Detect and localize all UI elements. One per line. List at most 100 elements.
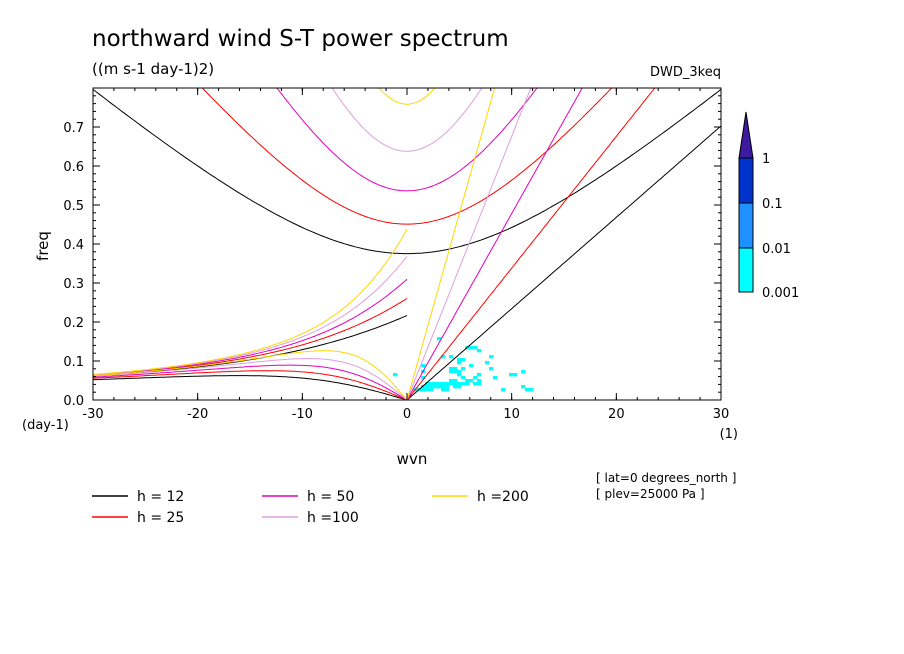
y-tick-label: 0.3: [63, 277, 84, 292]
spectrum-cell: [529, 388, 534, 392]
spectrum-cell: [425, 385, 430, 389]
spectrum-cell: [429, 385, 434, 389]
y-tick-label: 0.6: [63, 160, 84, 175]
y-tick-label: 0.5: [63, 199, 84, 214]
spectrum-cell: [449, 355, 454, 359]
colorbar-band: [738, 202, 754, 249]
spectrum-cell: [521, 370, 526, 374]
dispersion-curve-100: [406, 88, 532, 400]
y-axis-label: freq: [34, 231, 52, 261]
spectrum-cell: [477, 379, 482, 383]
spectrum-cell: [465, 379, 470, 383]
axes: -30 -20 -10 0 10 20 30 0.0 0.1 0.2 0.3 0.4 0.5 0.6 0.7: [63, 88, 729, 422]
x-tick-label: -30: [82, 407, 103, 422]
x-tick-label: 10: [503, 407, 520, 422]
dispersion-curve-200: [93, 350, 408, 400]
spectrum-cell: [521, 385, 526, 389]
dispersion-curve-200: [93, 228, 408, 375]
spectrum-cell: [477, 349, 482, 353]
legend-label: h = 12: [137, 489, 184, 505]
colorbar-band: [738, 157, 754, 204]
spectrum-cell: [461, 367, 466, 371]
spectrum-cell: [509, 373, 514, 377]
spectrum-cell: [393, 373, 398, 377]
spectrum-cell: [453, 379, 458, 383]
colorbar-label: 0.001: [762, 286, 799, 301]
spectrum-cell: [457, 358, 462, 362]
spectrum-cell: [453, 367, 458, 371]
spectrum-cell: [441, 388, 446, 392]
y-tick-label: 0.2: [63, 316, 84, 331]
dispersion-curve-25: [201, 88, 613, 225]
dispersion-curve-100: [331, 88, 483, 152]
spectrum-cell: [433, 382, 438, 386]
spectrum-cell: [449, 382, 454, 386]
spectrum-cell: [493, 376, 498, 380]
dispersion-curve-200: [378, 88, 436, 105]
spectrum-cell: [513, 373, 518, 377]
legend: h = 12 h = 25 h = 50 h =100 h =200: [92, 489, 529, 526]
dispersion-curve-25: [93, 298, 408, 376]
spectrum-cell: [421, 364, 426, 368]
spectrum-cell: [461, 376, 466, 380]
spectrum-cell: [453, 382, 458, 386]
dispersion-curve-25: [406, 88, 656, 400]
dispersion-curve-12: [93, 89, 721, 255]
spectrum-cell: [457, 361, 462, 365]
lat-annotation: [ lat=0 degrees_north ]: [596, 471, 736, 485]
spectrum-cell: [477, 382, 482, 386]
spectrum-cell: [485, 361, 490, 365]
spectrum-cell: [429, 382, 434, 386]
spectrum-cell: [449, 370, 454, 374]
x-axis-label: wvn: [397, 450, 428, 468]
legend-label: h =100: [307, 510, 359, 526]
spectrum-cell: [425, 382, 430, 386]
spectrum-cell: [473, 376, 478, 380]
spectrum-cell: [473, 382, 478, 386]
spectrum-cell: [461, 382, 466, 386]
spectrum-cell: [429, 388, 434, 392]
spectrum-cell: [501, 388, 506, 392]
chart-subtitle: ((m s-1 day-1)2): [92, 60, 214, 78]
colorbar: 0.001 0.01 0.1 1: [738, 111, 799, 301]
colorbar-label: 1: [762, 152, 770, 167]
spectrum-cell: [525, 388, 530, 392]
spectrum-cell: [449, 379, 454, 383]
spectrum-cell: [465, 382, 470, 386]
legend-label: h = 50: [307, 489, 354, 505]
spectrum-cell: [421, 376, 426, 380]
dispersion-curve-50: [93, 364, 408, 400]
x-tick-label: 20: [608, 407, 625, 422]
spectrum-cell: [457, 370, 462, 374]
spectrum-cell: [425, 388, 430, 392]
spectrum-cell: [437, 337, 442, 341]
chart-title: northward wind S-T power spectrum: [92, 26, 509, 52]
spectrum-cell: [441, 385, 446, 389]
spectrum-cell: [489, 355, 494, 359]
spectrum-cell: [453, 370, 458, 374]
dataset-label: DWD_3keq: [650, 65, 721, 80]
spectrum-cell: [441, 382, 446, 386]
spectrum-cell: [437, 385, 442, 389]
spectrum-cell: [421, 385, 426, 389]
spectrum-cell: [445, 382, 450, 386]
spectrum-cell: [445, 388, 450, 392]
x-tick-label: 30: [713, 407, 730, 422]
x-tick-label: 0: [403, 407, 411, 422]
dispersion-curve-50: [276, 88, 538, 192]
colorbar-triangle: [738, 111, 754, 159]
colorbar-label: 0.1: [762, 197, 783, 212]
spectrum-cell: [441, 355, 446, 359]
spectrum-cell: [473, 346, 478, 350]
plot-frame: [92, 87, 722, 401]
spectrum-cell: [469, 364, 474, 368]
dispersion-curves: [93, 88, 721, 400]
y-tick-label: 0.0: [63, 394, 84, 409]
spectrum-cell: [433, 385, 438, 389]
spectrum-cell: [421, 388, 426, 392]
dispersion-curve-200: [406, 88, 496, 400]
y-tick-label: 0.1: [63, 355, 84, 370]
y-tick-label: 0.7: [63, 121, 84, 136]
spectrum-cell: [445, 385, 450, 389]
